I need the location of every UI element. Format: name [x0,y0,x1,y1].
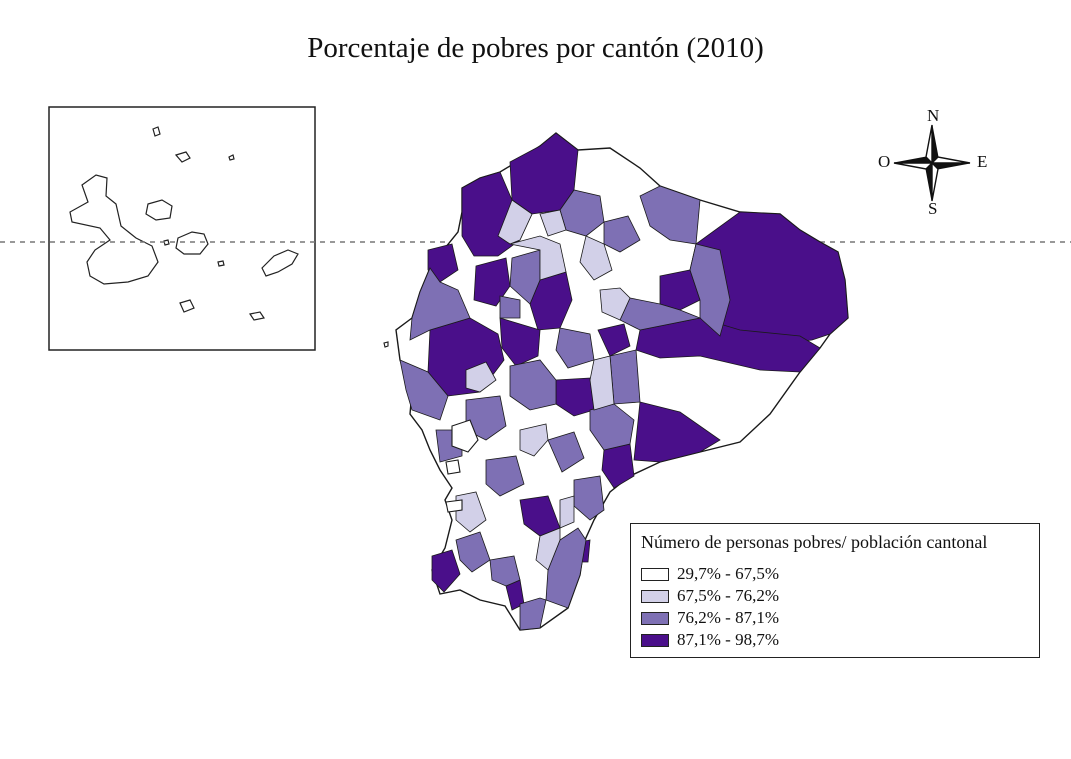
legend-title: Número de personas pobres/ población can… [641,532,988,552]
santa-fe-island [217,260,225,267]
canton-zamora [545,527,587,609]
legend-item: 29,7% - 67,5% [641,563,1039,585]
legend-swatch-class4 [641,633,669,647]
canton-santo-domingo [509,235,567,281]
canton-canton-r [599,287,631,321]
legend-label: 67,5% - 76,2% [677,586,779,605]
canton-chinchipe [519,597,547,631]
legend-item: 67,5% - 76,2% [641,585,1039,607]
canton-canton-t [497,199,533,245]
compass-north-label: N [927,106,940,125]
canton-latacunga [555,327,595,369]
canton-portoviejo [399,359,449,421]
san-cristobal-island [261,249,299,277]
legend-swatch-class2 [641,589,669,603]
canton-canton-i [427,243,459,283]
santa-cruz-island [175,231,209,255]
canton-quininde [509,249,541,305]
legend-swatch-class1 [641,567,669,581]
canton-lago-agrio [689,243,731,337]
canton-canton-j [597,323,631,357]
legend-label: 87,1% - 98,7% [677,630,779,649]
santiago-island [145,199,173,221]
compass-west-label: O [878,152,891,171]
canton-canton-n [499,295,521,319]
cantons-class3 [399,185,731,631]
canton-ambato [589,355,615,411]
coastal-islands [383,341,479,513]
legend-item: 76,2% - 87,1% [641,607,1039,629]
canton-canton-q [519,423,549,457]
compass-east-label: E [977,152,988,171]
canton-zapotillo [431,549,461,593]
canton-canton-c [499,317,541,367]
canton-pedernales [409,267,471,341]
canton-loja [535,527,561,571]
canton-pastaza-north [635,317,821,373]
canton-taisha [633,401,721,463]
galapagos-inset-frame [48,106,316,351]
small-island-b [445,499,463,513]
canton-canton-k [485,455,525,497]
compass-rose [893,124,971,202]
canton-machala [455,491,487,533]
legend-label: 29,7% - 67,5% [677,564,779,583]
canton-canton-s [559,495,575,529]
puna-island [451,419,479,453]
cantons-class4 [427,132,849,611]
canton-macara [455,531,491,573]
canton-celica [489,555,521,587]
espanola-island [249,311,265,321]
canton-canton-b [473,257,511,307]
small-island-a [445,459,461,475]
pinzon-island [163,239,170,246]
canton-babahoyo [509,359,557,411]
canton-quito-north [579,235,613,281]
genovesa-island [174,151,191,163]
canton-shushufindi [659,269,701,311]
map-title: Porcentaje de pobres por cantón (2010) [307,32,764,64]
cantons-class2 [455,199,631,571]
isabela-island [69,174,159,285]
compass-south-label: S [928,199,938,218]
canton-canton-u [539,209,567,237]
la-plata-island [383,341,389,348]
canton-canton-l [547,431,585,473]
legend-item: 87,1% - 98,7% [641,629,1039,651]
compass-east-arrow [930,162,971,170]
legend-label: 76,2% - 87,1% [677,608,779,627]
marchena-island [228,154,235,161]
canton-canton-m [603,215,641,253]
legend-swatch-class3 [641,611,669,625]
canton-arajuno [609,349,641,405]
darwin-island [152,126,161,137]
canton-canton-p [465,361,497,393]
floreana-island [179,299,195,313]
map-legend: Número de personas pobres/ población can… [630,523,1040,658]
compass-west-arrow [893,156,934,164]
galapagos-islands [69,126,299,321]
